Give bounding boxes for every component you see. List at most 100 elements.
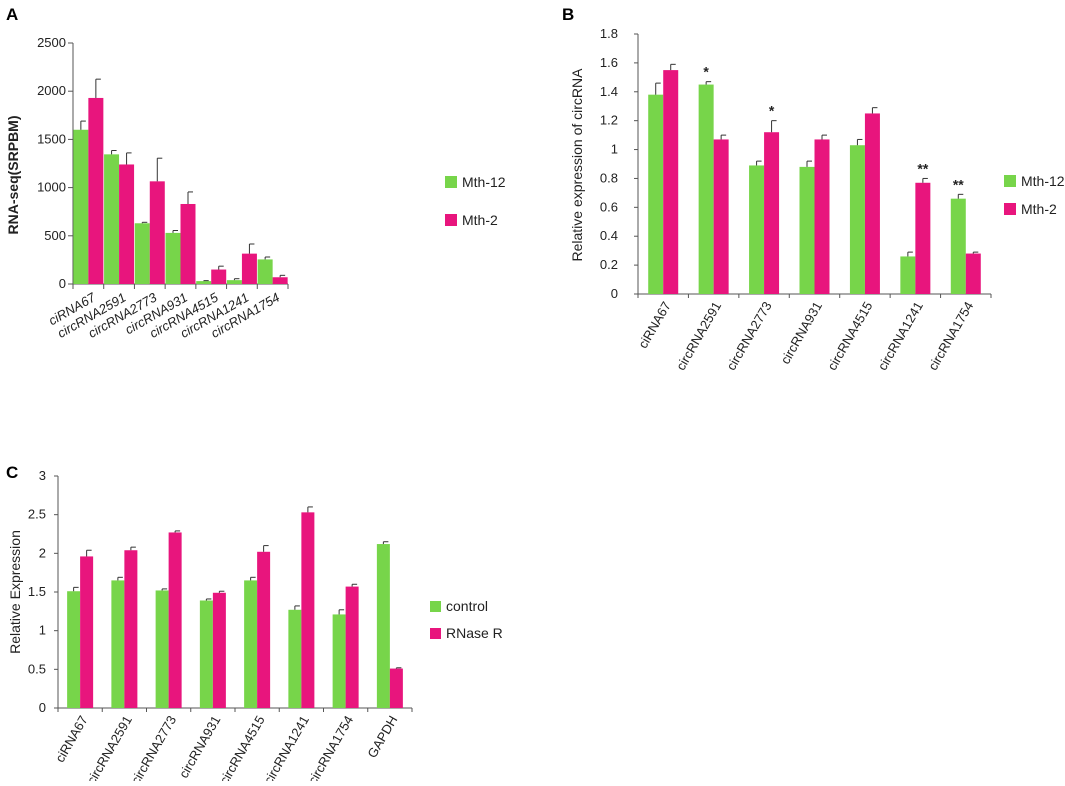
y-tick-label: 1.6	[600, 55, 618, 70]
legend-swatch	[1004, 175, 1016, 187]
significance-label: *	[769, 103, 775, 119]
y-tick-label: 1.2	[600, 113, 618, 128]
bar	[301, 512, 315, 708]
panel-label-c: C	[6, 463, 18, 482]
y-tick-label: 1000	[37, 180, 66, 195]
y-tick-label: 1	[611, 142, 618, 157]
legend-label: Mth-2	[1021, 201, 1057, 217]
bar	[864, 113, 880, 294]
x-tick-label: ciRNA67	[52, 713, 91, 765]
x-tick-label: ciRNA67	[635, 299, 674, 351]
bar	[241, 253, 257, 284]
chart-b: 0 0.2 0.4 0.6 0.8 1 1.2 1.4 1.6 1.8 Relative expre…	[569, 26, 1065, 373]
bar	[149, 181, 165, 284]
bar	[212, 592, 226, 708]
y-tick-label: 3	[39, 468, 46, 483]
y-tick-label: 0.4	[600, 228, 618, 243]
bar	[180, 203, 196, 284]
chart-a: 05001000150020002500RNA-seq(SRPBM)ciRNA6…	[5, 35, 506, 341]
x-tick-label: circRNA1241	[261, 713, 312, 781]
y-tick-label: 0.6	[600, 199, 618, 214]
y-tick-label: 2.5	[28, 507, 46, 522]
significance-label: **	[917, 160, 928, 176]
y-tick-label: 1.8	[600, 26, 618, 41]
bar	[915, 182, 931, 294]
y-tick-label: 1500	[37, 131, 66, 146]
bar	[713, 139, 729, 294]
y-axis-title: RNA-seq(SRPBM)	[5, 116, 21, 235]
bar	[376, 544, 390, 708]
bar	[814, 139, 830, 294]
bar	[119, 164, 135, 284]
bar	[749, 165, 765, 294]
y-tick-label: 0.8	[600, 170, 618, 185]
legend-label: Mth-2	[462, 212, 498, 228]
legend-swatch	[1004, 203, 1016, 215]
y-tick-label: 2500	[37, 35, 66, 50]
bar	[104, 154, 120, 284]
bar	[168, 532, 182, 708]
legend-swatch	[445, 214, 457, 226]
bar	[111, 580, 125, 708]
bar	[73, 129, 89, 284]
bar	[257, 259, 273, 284]
bar	[288, 609, 302, 708]
x-tick-label: circRNA931	[176, 713, 224, 781]
x-tick-label: circRNA2773	[128, 713, 179, 781]
x-tick-label: GAPDH	[364, 713, 400, 761]
bar	[211, 269, 227, 284]
y-tick-label: 0	[611, 286, 618, 301]
y-tick-label: 1	[39, 623, 46, 638]
y-tick-label: 1.5	[28, 584, 46, 599]
bar	[764, 132, 780, 294]
bar	[124, 550, 138, 708]
bar	[257, 551, 271, 708]
bar	[849, 145, 865, 294]
x-tick-label: circRNA2591	[673, 299, 724, 373]
panel-label-b: B	[562, 5, 574, 24]
bar	[88, 97, 104, 284]
legend-swatch	[430, 628, 441, 639]
panel-label-a: A	[6, 5, 18, 24]
bar	[950, 198, 966, 294]
bar	[134, 223, 150, 284]
y-tick-label: 0	[39, 700, 46, 715]
x-tick-label: circRNA1241	[875, 299, 926, 373]
legend-swatch	[445, 176, 457, 188]
bar	[345, 586, 359, 708]
y-tick-label: 2000	[37, 83, 66, 98]
bar	[80, 556, 94, 708]
y-tick-label: 500	[44, 228, 66, 243]
x-tick-label: circRNA4515	[824, 299, 875, 373]
y-tick-label: 2	[39, 545, 46, 560]
bar	[272, 277, 288, 284]
bar	[332, 614, 346, 708]
significance-label: *	[703, 64, 709, 80]
x-tick-label: circRNA2591	[84, 713, 135, 781]
bar	[389, 668, 403, 708]
y-tick-label: 0	[59, 276, 66, 291]
bar	[67, 591, 81, 708]
x-tick-label: circRNA2773	[723, 299, 774, 373]
bar	[165, 232, 181, 284]
bar	[199, 600, 213, 708]
y-axis-title: Relative expression of circRNA	[569, 68, 585, 262]
legend-label: Mth-12	[1021, 173, 1065, 189]
bar	[244, 580, 258, 708]
y-axis-title: Relative Expression	[7, 530, 23, 654]
bar	[226, 280, 242, 284]
bar	[799, 166, 815, 294]
bar	[698, 84, 714, 294]
significance-label: **	[953, 176, 964, 192]
bar	[648, 94, 664, 295]
legend-label: control	[446, 598, 488, 614]
bar	[900, 256, 916, 294]
bar	[965, 253, 981, 294]
x-tick-label: circRNA1754	[925, 299, 976, 373]
y-tick-label: 0.5	[28, 661, 46, 676]
x-tick-label: circRNA1754	[305, 713, 356, 781]
bar	[196, 281, 212, 284]
